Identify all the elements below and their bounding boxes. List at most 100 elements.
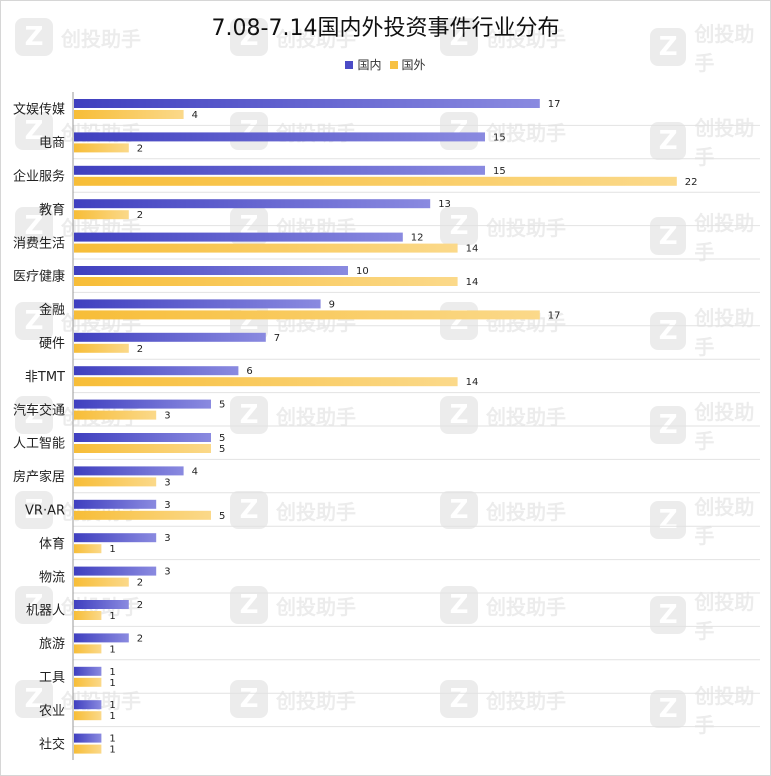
data-label: 1: [109, 644, 115, 655]
legend-label-domestic: 国内: [357, 58, 382, 72]
bar-domestic: [74, 466, 184, 476]
category-label: 工具: [39, 671, 65, 686]
bar-foreign: [74, 243, 458, 253]
bar-domestic: [74, 533, 157, 543]
bar-foreign: [74, 477, 157, 487]
data-label: 1: [109, 711, 115, 722]
data-label: 2: [137, 600, 143, 611]
category-label: 消费生活: [13, 236, 65, 251]
data-label: 10: [356, 266, 369, 277]
bar-foreign: [74, 176, 677, 186]
data-label: 3: [164, 411, 170, 422]
data-label: 2: [137, 633, 143, 644]
bar-foreign: [74, 110, 184, 119]
bar-foreign: [74, 410, 157, 420]
data-label: 1: [109, 678, 115, 689]
bar-domestic: [74, 366, 239, 376]
data-label: 6: [246, 366, 252, 377]
bar-domestic: [74, 199, 431, 209]
data-label: 15: [493, 166, 506, 177]
category-label: 金融: [39, 302, 65, 318]
data-label: 1: [109, 611, 115, 622]
bar-foreign: [74, 677, 102, 687]
bar-domestic: [74, 499, 157, 509]
legend-item-foreign: 国外: [389, 56, 426, 73]
data-label: 2: [137, 344, 143, 355]
category-label: 体育: [39, 536, 65, 552]
legend-item-domestic: 国内: [345, 56, 382, 73]
bar-domestic: [74, 399, 211, 409]
bar-domestic: [74, 633, 129, 643]
bar-domestic: [74, 700, 102, 710]
category-label: VR·AR: [25, 504, 65, 519]
legend-swatch-foreign: [389, 60, 398, 69]
chart-title: 7.08-7.14国内外投资事件行业分布: [211, 16, 560, 41]
data-label: 12: [411, 233, 424, 244]
category-label: 硬件: [39, 337, 65, 352]
data-label: 1: [109, 544, 115, 555]
bar-foreign: [74, 343, 129, 353]
bar-foreign: [74, 277, 458, 286]
data-label: 2: [137, 578, 143, 589]
data-label: 5: [219, 444, 225, 455]
bar-foreign: [74, 744, 102, 754]
bar-foreign: [74, 711, 102, 721]
bar-domestic: [74, 600, 129, 609]
data-label: 2: [137, 210, 143, 221]
data-label: 3: [164, 477, 170, 488]
bar-domestic: [74, 433, 211, 442]
legend-swatch-domestic: [345, 60, 354, 69]
data-label: 14: [466, 244, 479, 255]
data-label: 14: [466, 377, 479, 388]
category-label: 汽车交通: [13, 402, 65, 418]
bar-domestic: [74, 666, 102, 676]
data-label: 22: [685, 177, 698, 188]
category-label: 医疗健康: [13, 269, 65, 285]
data-label: 3: [164, 533, 170, 544]
bar-domestic: [74, 232, 403, 242]
category-label: 农业: [39, 704, 65, 719]
legend-label-foreign: 国外: [401, 58, 426, 72]
data-label: 3: [164, 500, 170, 511]
data-label: 4: [192, 110, 198, 121]
data-label: 17: [548, 99, 561, 110]
bar-domestic: [74, 99, 540, 108]
bar-domestic: [74, 733, 102, 743]
bar-foreign: [74, 143, 129, 153]
bar-domestic: [74, 332, 266, 342]
category-label: 教育: [39, 202, 65, 218]
data-label: 4: [192, 466, 198, 477]
bar-foreign: [74, 444, 211, 453]
bar-foreign: [74, 544, 102, 554]
bar-domestic: [74, 165, 485, 175]
data-label: 5: [219, 511, 225, 522]
data-label: 9: [329, 299, 335, 310]
bar-foreign: [74, 644, 102, 654]
data-label: 7: [274, 333, 280, 344]
bar-domestic: [74, 566, 157, 576]
bar-domestic: [74, 266, 348, 275]
data-label: 3: [164, 567, 170, 578]
bar-foreign: [74, 310, 540, 320]
bar-domestic: [74, 299, 321, 309]
data-label: 1: [109, 667, 115, 678]
category-label: 人工智能: [13, 437, 65, 452]
data-label: 5: [219, 400, 225, 411]
data-label: 13: [438, 199, 451, 210]
bar-foreign: [74, 210, 129, 220]
data-label: 1: [109, 734, 115, 745]
data-label: 5: [219, 433, 225, 444]
category-label: 电商: [39, 136, 65, 151]
category-label: 房产家居: [13, 469, 65, 485]
bar-foreign: [74, 611, 102, 620]
bar-foreign: [74, 377, 458, 387]
data-label: 2: [137, 143, 143, 154]
category-label: 非TMT: [25, 370, 65, 385]
category-label: 旅游: [39, 637, 65, 652]
category-label: 文娱传媒: [13, 103, 65, 118]
bar-foreign: [74, 577, 129, 587]
category-label: 企业服务: [13, 169, 65, 185]
chart-legend: 国内 国外: [0, 56, 771, 73]
data-label: 15: [493, 132, 506, 143]
data-label: 17: [548, 310, 561, 321]
